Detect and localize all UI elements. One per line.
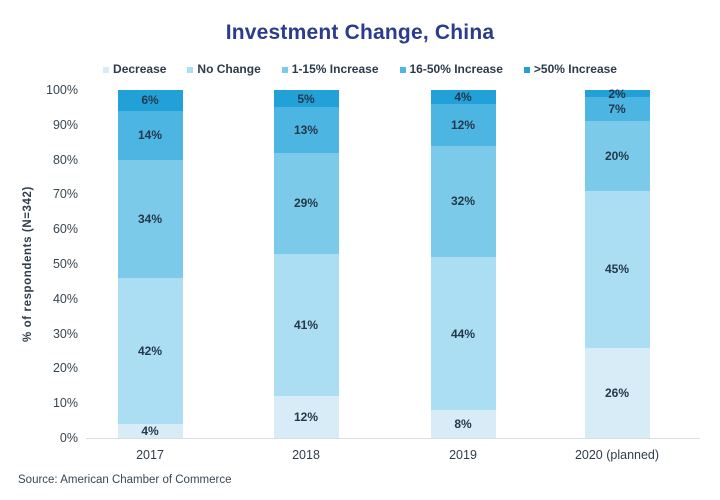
y-axis-tick: 50%	[52, 257, 78, 271]
segment-value-label: 2%	[608, 86, 626, 101]
legend-item: 16-50% Increase	[399, 62, 503, 76]
x-axis-label: 2018	[292, 448, 320, 462]
legend-label: No Change	[197, 62, 261, 76]
segment-value-label: 14%	[137, 128, 163, 143]
bar-segment: 29%	[273, 152, 339, 254]
legend-swatch-icon	[103, 66, 110, 73]
y-axis-tick: 20%	[52, 361, 78, 376]
bar-2019: 8% 44% 32% 12% 4%	[430, 90, 496, 438]
legend-item: Decrease	[103, 62, 166, 76]
bar-segment: 14%	[117, 110, 183, 160]
x-axis-line	[86, 438, 700, 439]
legend-label: 16-50% Increase	[409, 62, 503, 76]
bar-segment: 7%	[584, 96, 650, 122]
segment-value-label: 8%	[454, 417, 472, 432]
segment-value-label: 29%	[293, 196, 319, 211]
bar-2017: 4% 42% 34% 14% 6%	[117, 90, 183, 439]
legend-swatch-icon	[523, 66, 530, 73]
segment-value-label: 45%	[604, 262, 630, 277]
bar-segment: 4%	[430, 90, 496, 104]
segment-value-label: 41%	[293, 317, 319, 332]
bar-segment: 41%	[273, 253, 339, 397]
segment-value-label: 13%	[293, 123, 319, 138]
x-axis-label: 2020 (planned)	[574, 448, 660, 462]
legend-swatch-icon	[281, 66, 288, 73]
legend-item: 1-15% Increase	[281, 62, 379, 76]
bar-segment: 42%	[117, 277, 183, 425]
segment-value-label: 44%	[450, 326, 476, 341]
segment-value-label: 6%	[141, 93, 159, 108]
legend-swatch-icon	[399, 66, 406, 73]
bar-segment: 13%	[273, 107, 339, 153]
bar-segment: 2%	[584, 86, 650, 101]
bar-2018: 12% 41% 29% 13% 5%	[273, 90, 339, 438]
segment-value-label: 4%	[454, 90, 472, 104]
segment-value-label: 20%	[604, 149, 630, 164]
segment-value-label: 4%	[141, 424, 159, 439]
bar-segment: 5%	[273, 90, 339, 108]
bar-segment: 44%	[430, 257, 496, 411]
x-axis-labels: 2017 2018 2019 2020 (planned)	[90, 448, 700, 466]
plot-area: 4% 42% 34% 14% 6% 12% 41% 29% 13% 5% 8% 44% 32% 12% 4%…	[90, 86, 700, 439]
legend: Decrease No Change 1-15% Increase 16-50% In…	[0, 62, 720, 76]
x-axis-label: 2017	[136, 448, 164, 462]
bar-segment: 34%	[117, 159, 183, 278]
segment-value-label: 12%	[293, 410, 319, 425]
bar-segment: 4%	[117, 424, 183, 439]
bar-segment: 20%	[584, 121, 650, 191]
x-axis-label: 2019	[449, 448, 477, 462]
source-note: Source: American Chamber of Commerce	[18, 474, 232, 486]
bar-segment: 32%	[430, 145, 496, 258]
y-axis-tick: 90%	[52, 117, 78, 132]
segment-value-label: 34%	[137, 211, 163, 226]
y-axis-tick: 100%	[46, 83, 78, 97]
y-axis-tick: 40%	[52, 291, 78, 306]
bar-segment: 26%	[584, 347, 650, 438]
y-axis-tick: 70%	[52, 187, 78, 202]
y-axis-tick: 80%	[52, 152, 78, 167]
segment-value-label: 32%	[450, 194, 476, 209]
y-axis-ticks: 0% 10% 20% 30% 40% 50% 60% 70% 80% 90% 100%	[0, 83, 78, 445]
chart-title: Investment Change, China	[225, 21, 495, 44]
legend-item: No Change	[187, 62, 261, 76]
legend-item: >50% Increase	[523, 62, 617, 76]
bar-2020-planned-: 26% 45% 20% 7% 2%	[584, 86, 650, 438]
bar-segment: 12%	[430, 103, 496, 146]
segment-value-label: 7%	[608, 102, 626, 117]
y-axis-tick: 10%	[52, 396, 78, 411]
segment-value-label: 26%	[604, 385, 630, 400]
bar-segment: 12%	[273, 396, 339, 438]
segment-value-label: 5%	[297, 91, 315, 106]
legend-label: Decrease	[113, 62, 167, 76]
y-axis-tick: 30%	[52, 326, 78, 341]
legend-swatch-icon	[187, 66, 194, 73]
legend-label: >50% Increase	[533, 62, 617, 76]
legend-label: 1-15% Increase	[291, 62, 379, 76]
segment-value-label: 12%	[450, 117, 476, 132]
bar-segment: 8%	[430, 410, 496, 438]
bar-segment: 6%	[117, 90, 183, 111]
bar-segment: 45%	[584, 190, 650, 348]
y-axis-tick: 0%	[59, 431, 78, 445]
segment-value-label: 42%	[137, 344, 163, 359]
y-axis-tick: 60%	[52, 222, 78, 237]
